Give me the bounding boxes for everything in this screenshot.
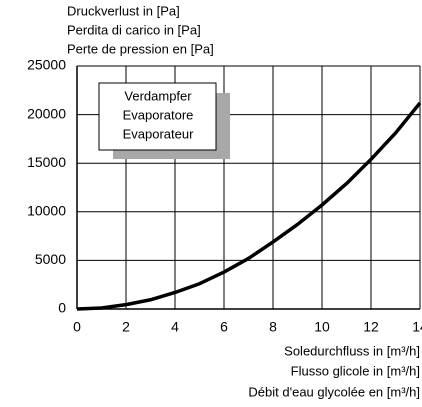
x-axis-label: Flusso glicole in [m³/h]	[291, 363, 420, 378]
y-axis-label: Perte de pression en [Pa]	[67, 41, 214, 56]
legend-text: Evaporateur	[123, 126, 194, 141]
x-tick-label: 0	[73, 319, 81, 335]
y-tick-label: 20000	[27, 105, 66, 121]
x-tick-label: 2	[122, 319, 130, 335]
legend-box	[98, 82, 217, 151]
legend-text: Verdampfer	[124, 88, 192, 103]
y-tick-label: 25000	[27, 57, 66, 73]
x-tick-label: 10	[314, 319, 330, 335]
x-tick-label: 4	[171, 319, 179, 335]
line	[76, 101, 422, 311]
y-axis-label: Druckverlust in [Pa]	[67, 3, 180, 18]
y-tick-label: 10000	[27, 203, 66, 219]
y-tick-label: 5000	[35, 251, 66, 267]
x-tick-label: 6	[220, 319, 228, 335]
y-axis-label: Perdita di carico in [Pa]	[67, 22, 201, 37]
x-tick-label: 14	[412, 319, 422, 335]
x-axis-label: Débit d'eau glycolée en [m³/h]	[248, 384, 420, 399]
legend-text: Evaporatore	[123, 107, 194, 122]
y-tick-label: 15000	[27, 154, 66, 170]
y-tick-label: 0	[58, 300, 66, 316]
x-tick-label: 8	[269, 319, 277, 335]
x-axis-label: Soledurchfluss in [m³/h]	[284, 343, 420, 358]
x-tick-label: 12	[363, 319, 379, 335]
